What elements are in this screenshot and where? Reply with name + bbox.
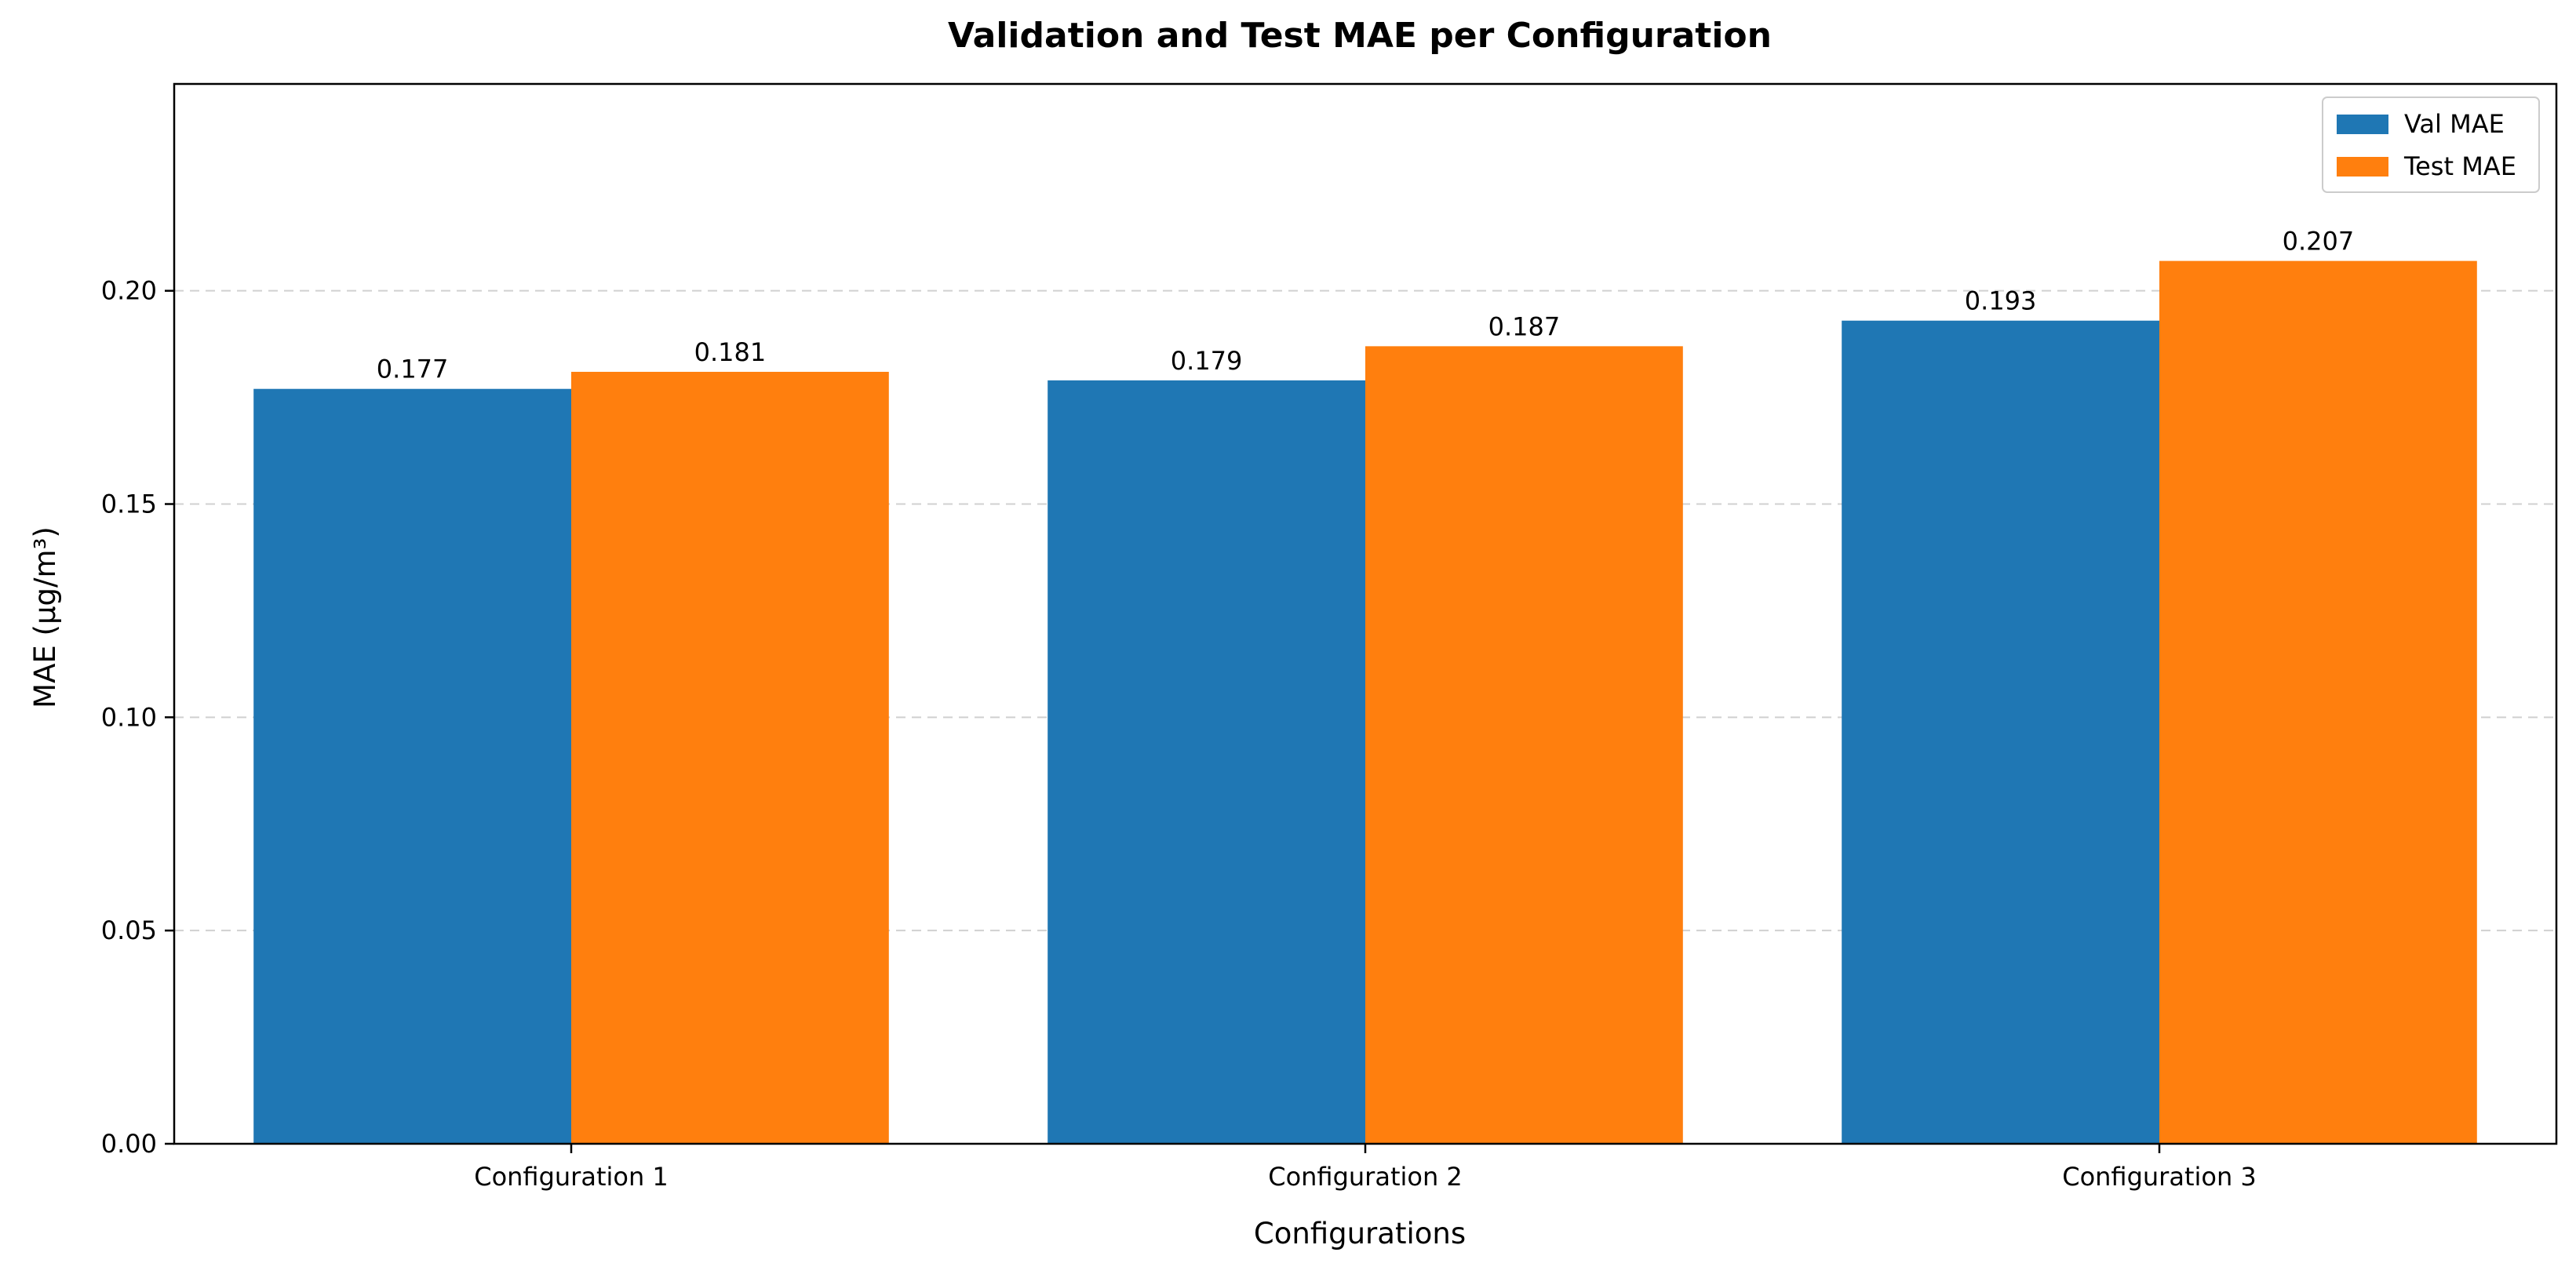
data-label: 0.207	[2283, 227, 2355, 257]
y-tick-label: 0.05	[101, 915, 157, 945]
y-tick-label: 0.20	[101, 276, 157, 306]
data-label: 0.179	[1171, 346, 1243, 376]
x-axis-ticks: Configuration 1 Configuration 2 Configurat…	[474, 1144, 2257, 1192]
legend-label: Test MAE	[2403, 151, 2516, 181]
bar-val-mae-3	[1842, 320, 2159, 1144]
legend-swatch	[2337, 157, 2388, 177]
y-axis-ticks: 0.00 0.05 0.10 0.15 0.20	[101, 276, 174, 1159]
bar-val-mae-1	[253, 388, 571, 1144]
data-label: 0.177	[377, 355, 449, 384]
chart-title: Validation and Test MAE per Configuratio…	[948, 16, 1772, 56]
y-tick-label: 0.00	[101, 1129, 157, 1159]
y-tick-label: 0.10	[101, 702, 157, 732]
x-tick-label: Configuration 3	[2062, 1162, 2257, 1192]
data-labels: 0.177 0.181 0.179 0.187 0.193 0.207	[377, 227, 2354, 384]
data-label: 0.181	[694, 337, 767, 367]
legend-label: Val MAE	[2404, 109, 2505, 139]
bar-test-mae-2	[1365, 346, 1683, 1144]
legend-swatch	[2337, 115, 2388, 134]
x-tick-label: Configuration 1	[474, 1162, 669, 1192]
y-tick-label: 0.15	[101, 490, 157, 519]
y-axis-label: MAE (μg/m³)	[28, 526, 62, 708]
data-label: 0.193	[1965, 286, 2037, 316]
bar-val-mae-2	[1048, 380, 1365, 1144]
data-label: 0.187	[1488, 311, 1561, 341]
legend: Val MAE Test MAE	[2322, 96, 2540, 193]
bars	[253, 260, 2477, 1145]
x-axis-label: Configurations	[1254, 1217, 1466, 1250]
bar-test-mae-3	[2159, 260, 2477, 1144]
x-tick-label: Configuration 2	[1268, 1162, 1463, 1192]
bar-test-mae-1	[571, 371, 889, 1145]
